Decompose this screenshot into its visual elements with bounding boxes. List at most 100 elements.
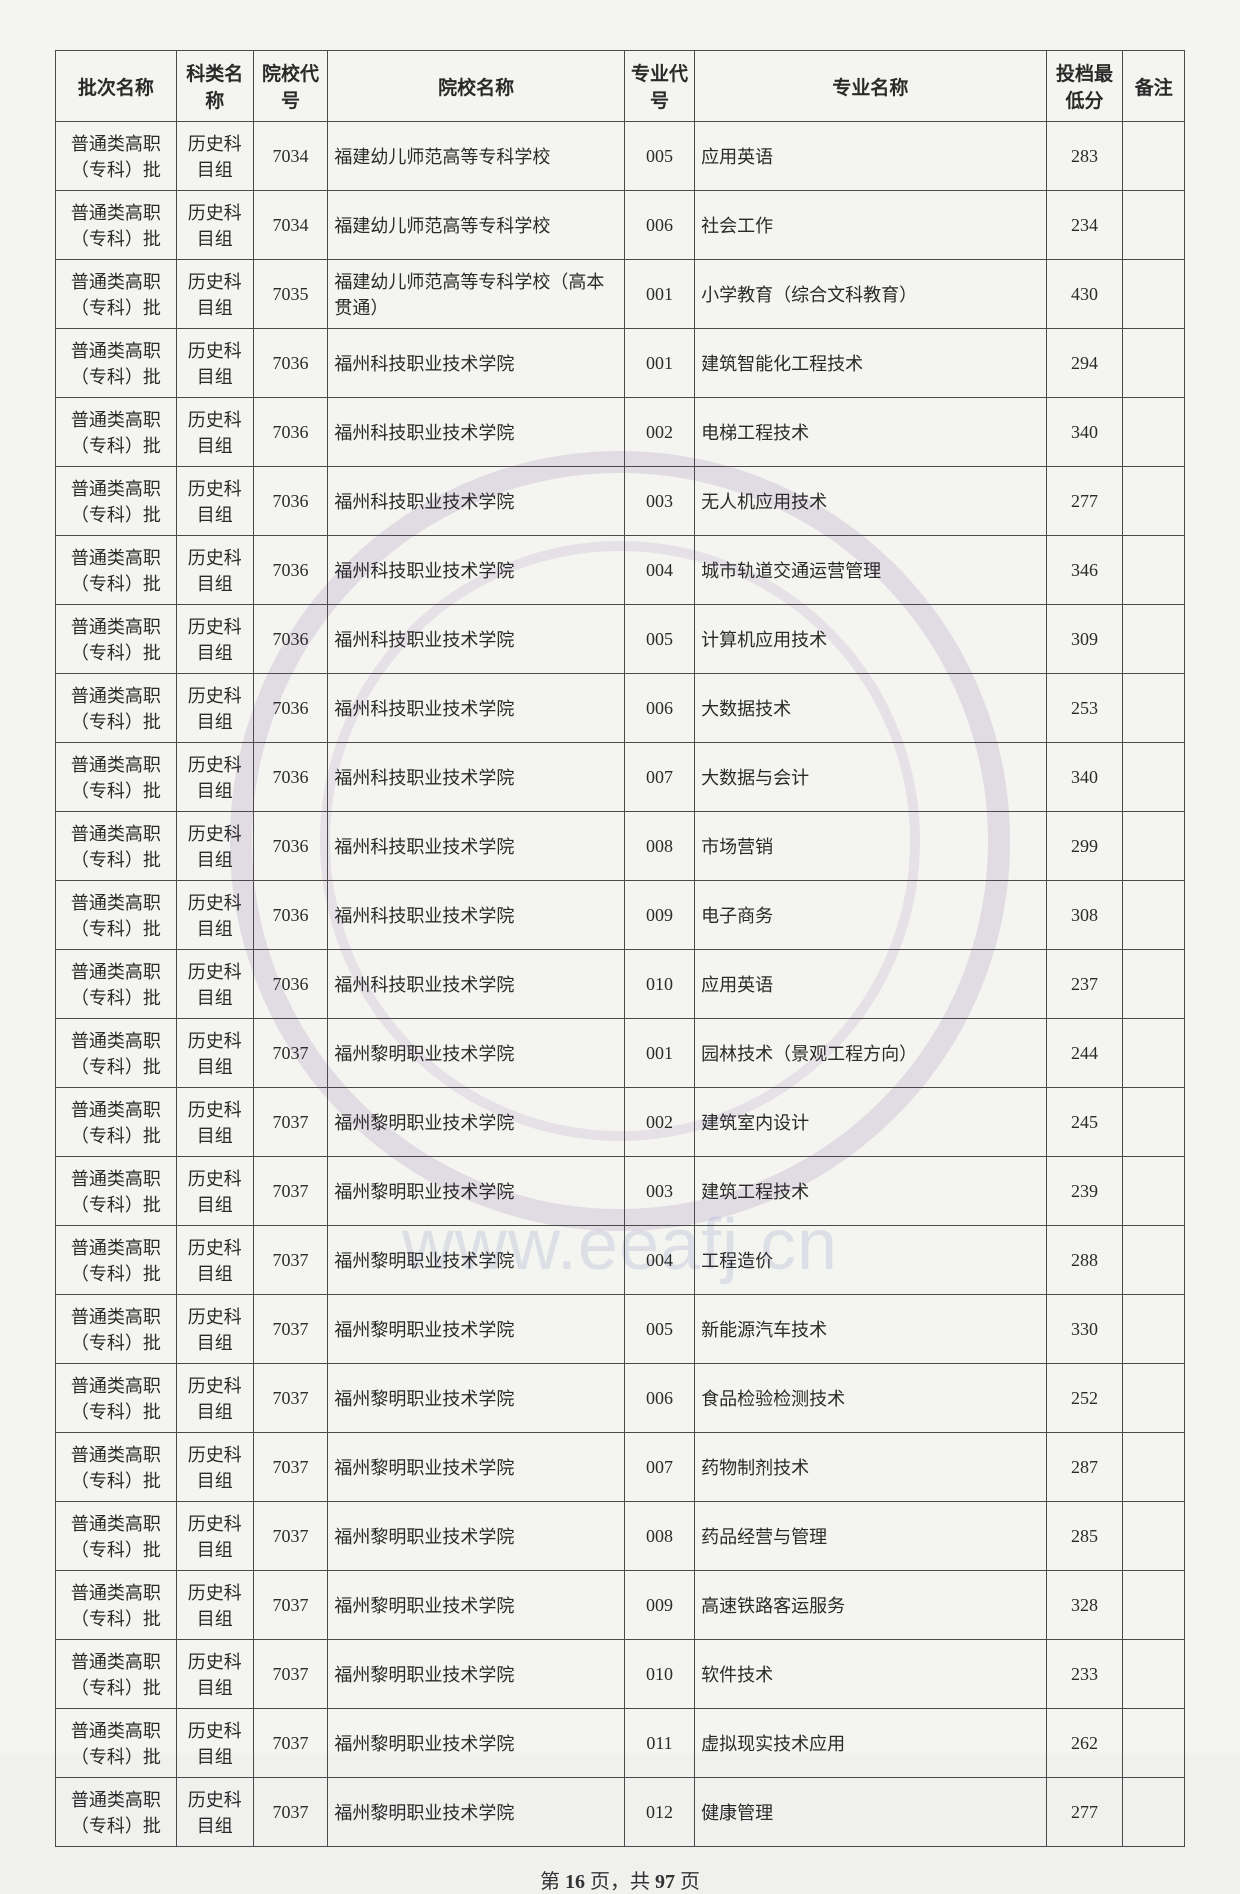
cell-schoolcode: 7037: [253, 1226, 328, 1295]
cell-majorname: 虚拟现实技术应用: [695, 1709, 1046, 1778]
cell-schoolname: 福州黎明职业技术学院: [328, 1433, 625, 1502]
cell-schoolcode: 7036: [253, 743, 328, 812]
cell-subject: 历史科目组: [176, 536, 253, 605]
cell-schoolname: 福州科技职业技术学院: [328, 674, 625, 743]
cell-batch: 普通类高职（专科）批: [56, 1640, 177, 1709]
cell-score: 244: [1046, 1019, 1123, 1088]
cell-batch: 普通类高职（专科）批: [56, 1157, 177, 1226]
cell-schoolname: 福州黎明职业技术学院: [328, 1295, 625, 1364]
cell-score: 234: [1046, 191, 1123, 260]
cell-batch: 普通类高职（专科）批: [56, 1778, 177, 1847]
cell-subject: 历史科目组: [176, 1640, 253, 1709]
cell-majorcode: 007: [624, 743, 694, 812]
col-header-score: 投档最低分: [1046, 51, 1123, 122]
cell-score: 233: [1046, 1640, 1123, 1709]
cell-majorcode: 012: [624, 1778, 694, 1847]
table-row: 普通类高职（专科）批历史科目组7036福州科技职业技术学院010应用英语237: [56, 950, 1185, 1019]
cell-subject: 历史科目组: [176, 1019, 253, 1088]
cell-majorname: 无人机应用技术: [695, 467, 1046, 536]
cell-subject: 历史科目组: [176, 1226, 253, 1295]
cell-subject: 历史科目组: [176, 881, 253, 950]
table-row: 普通类高职（专科）批历史科目组7037福州黎明职业技术学院008药品经营与管理2…: [56, 1502, 1185, 1571]
cell-score: 285: [1046, 1502, 1123, 1571]
cell-majorcode: 010: [624, 1640, 694, 1709]
cell-majorcode: 009: [624, 1571, 694, 1640]
cell-note: [1123, 1157, 1185, 1226]
cell-note: [1123, 1019, 1185, 1088]
cell-schoolcode: 7036: [253, 467, 328, 536]
footer-page-number: 16: [565, 1871, 585, 1893]
cell-majorname: 软件技术: [695, 1640, 1046, 1709]
cell-schoolcode: 7036: [253, 605, 328, 674]
cell-schoolname: 福州科技职业技术学院: [328, 605, 625, 674]
cell-schoolname: 福州科技职业技术学院: [328, 812, 625, 881]
cell-schoolname: 福州黎明职业技术学院: [328, 1640, 625, 1709]
table-header-row: 批次名称 科类名称 院校代号 院校名称 专业代号 专业名称 投档最低分 备注: [56, 51, 1185, 122]
cell-schoolcode: 7036: [253, 329, 328, 398]
cell-batch: 普通类高职（专科）批: [56, 881, 177, 950]
cell-batch: 普通类高职（专科）批: [56, 536, 177, 605]
cell-batch: 普通类高职（专科）批: [56, 260, 177, 329]
cell-majorname: 计算机应用技术: [695, 605, 1046, 674]
cell-schoolname: 福建幼儿师范高等专科学校: [328, 191, 625, 260]
cell-majorcode: 005: [624, 605, 694, 674]
cell-score: 430: [1046, 260, 1123, 329]
cell-schoolcode: 7034: [253, 191, 328, 260]
cell-score: 253: [1046, 674, 1123, 743]
cell-majorcode: 001: [624, 329, 694, 398]
cell-batch: 普通类高职（专科）批: [56, 1571, 177, 1640]
cell-schoolcode: 7037: [253, 1019, 328, 1088]
cell-note: [1123, 1778, 1185, 1847]
cell-schoolname: 福州科技职业技术学院: [328, 329, 625, 398]
cell-schoolcode: 7037: [253, 1502, 328, 1571]
cell-majorname: 健康管理: [695, 1778, 1046, 1847]
cell-subject: 历史科目组: [176, 605, 253, 674]
cell-note: [1123, 329, 1185, 398]
cell-subject: 历史科目组: [176, 1364, 253, 1433]
cell-batch: 普通类高职（专科）批: [56, 1709, 177, 1778]
cell-majorcode: 004: [624, 536, 694, 605]
table-row: 普通类高职（专科）批历史科目组7037福州黎明职业技术学院007药物制剂技术28…: [56, 1433, 1185, 1502]
cell-subject: 历史科目组: [176, 1778, 253, 1847]
cell-majorname: 新能源汽车技术: [695, 1295, 1046, 1364]
cell-note: [1123, 1364, 1185, 1433]
cell-schoolcode: 7036: [253, 950, 328, 1019]
cell-note: [1123, 1640, 1185, 1709]
cell-majorname: 食品检验检测技术: [695, 1364, 1046, 1433]
cell-note: [1123, 191, 1185, 260]
cell-note: [1123, 260, 1185, 329]
cell-schoolcode: 7036: [253, 398, 328, 467]
cell-batch: 普通类高职（专科）批: [56, 122, 177, 191]
cell-subject: 历史科目组: [176, 191, 253, 260]
cell-schoolname: 福州黎明职业技术学院: [328, 1157, 625, 1226]
cell-batch: 普通类高职（专科）批: [56, 1088, 177, 1157]
cell-score: 262: [1046, 1709, 1123, 1778]
table-row: 普通类高职（专科）批历史科目组7035福建幼儿师范高等专科学校（高本贯通）001…: [56, 260, 1185, 329]
cell-score: 328: [1046, 1571, 1123, 1640]
cell-score: 287: [1046, 1433, 1123, 1502]
cell-majorcode: 008: [624, 812, 694, 881]
cell-subject: 历史科目组: [176, 1502, 253, 1571]
col-header-batch: 批次名称: [56, 51, 177, 122]
cell-schoolname: 福州科技职业技术学院: [328, 950, 625, 1019]
cell-majorcode: 003: [624, 467, 694, 536]
cell-batch: 普通类高职（专科）批: [56, 950, 177, 1019]
cell-note: [1123, 1502, 1185, 1571]
cell-subject: 历史科目组: [176, 950, 253, 1019]
table-row: 普通类高职（专科）批历史科目组7037福州黎明职业技术学院011虚拟现实技术应用…: [56, 1709, 1185, 1778]
cell-majorcode: 006: [624, 674, 694, 743]
cell-subject: 历史科目组: [176, 329, 253, 398]
table-header: 批次名称 科类名称 院校代号 院校名称 专业代号 专业名称 投档最低分 备注: [56, 51, 1185, 122]
cell-subject: 历史科目组: [176, 1709, 253, 1778]
cell-score: 239: [1046, 1157, 1123, 1226]
col-header-subject: 科类名称: [176, 51, 253, 122]
table-row: 普通类高职（专科）批历史科目组7037福州黎明职业技术学院012健康管理277: [56, 1778, 1185, 1847]
cell-majorname: 应用英语: [695, 122, 1046, 191]
cell-schoolname: 福州黎明职业技术学院: [328, 1019, 625, 1088]
cell-majorname: 药品经营与管理: [695, 1502, 1046, 1571]
cell-schoolcode: 7037: [253, 1433, 328, 1502]
cell-majorcode: 003: [624, 1157, 694, 1226]
cell-schoolcode: 7036: [253, 674, 328, 743]
cell-subject: 历史科目组: [176, 260, 253, 329]
cell-majorname: 市场营销: [695, 812, 1046, 881]
